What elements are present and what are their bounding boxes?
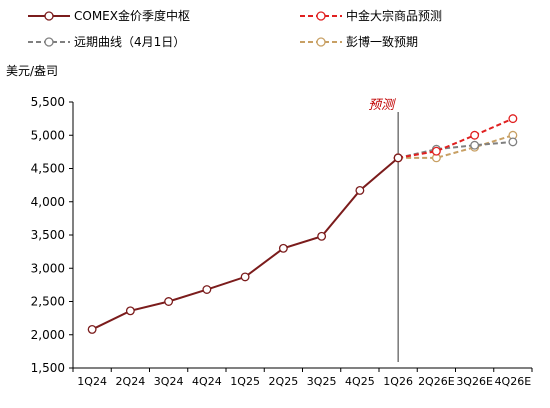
y-axis-unit-label: 美元/盎司 [6,64,59,78]
x-tick-label: 1Q25 [230,375,260,388]
x-tick-label: 1Q24 [77,375,107,388]
x-tick-label: 4Q25 [345,375,375,388]
data-point-series-0 [87,324,97,334]
legend-swatch-forward [28,36,70,47]
legend-swatch-comex [28,10,70,21]
x-tick-label: 2Q24 [116,375,146,388]
data-point-series-1 [470,130,480,140]
y-tick-label: 2,500 [31,295,65,309]
data-point-series-0 [202,285,212,294]
x-tick-label: 3Q24 [154,375,184,388]
data-point-series-1 [431,146,441,156]
data-point-series-2 [508,137,518,147]
x-tick-label: 2Q25 [269,375,299,388]
legend-item-bloomberg: 彭博一致预期 [300,33,418,50]
y-tick-label: 4,000 [31,195,65,209]
series-line-3 [398,134,514,159]
legend-swatch-bloomberg [300,36,342,47]
data-point-series-0 [317,231,327,241]
y-tick-label: 5,000 [31,128,65,142]
data-point-series-0 [164,297,174,306]
x-tick-label: 3Q26E [456,375,493,388]
y-tick-label: 3,000 [31,261,65,275]
data-point-series-0 [355,185,365,195]
legend-label-forward: 远期曲线（4月1日） [74,35,186,49]
y-tick-label: 4,500 [31,162,65,176]
data-point-series-1 [508,114,518,124]
x-tick-label: 4Q26E [495,375,532,388]
y-tick-label: 5,500 [31,95,65,109]
data-point-series-0 [393,153,403,163]
legend-label-comex: COMEX金价季度中枢 [74,9,190,23]
legend-swatch-cicc [300,10,342,21]
x-tick-label: 1Q26 [383,375,413,388]
legend-item-comex: COMEX金价季度中枢 [28,7,190,24]
data-point-series-0 [240,272,250,282]
x-tick-label: 4Q24 [192,375,222,388]
y-tick-label: 1,500 [31,361,65,375]
series-line-0 [91,157,399,331]
legend-item-forward: 远期曲线（4月1日） [28,33,185,50]
legend-item-cicc: 中金大宗商品预测 [300,7,442,24]
series-line-1 [397,117,514,159]
data-point-series-0 [125,306,135,316]
legend-label-bloomberg: 彭博一致预期 [346,35,419,49]
y-tick-label: 3,500 [31,228,65,242]
y-tick-label: 2,000 [31,328,65,342]
forecast-annotation: 预测 [368,98,396,113]
data-point-series-2 [470,140,480,150]
data-point-series-0 [278,243,288,253]
legend-label-cicc: 中金大宗商品预测 [346,9,443,23]
x-tick-label: 2Q26E [418,375,455,388]
x-tick-label: 3Q25 [307,375,337,388]
